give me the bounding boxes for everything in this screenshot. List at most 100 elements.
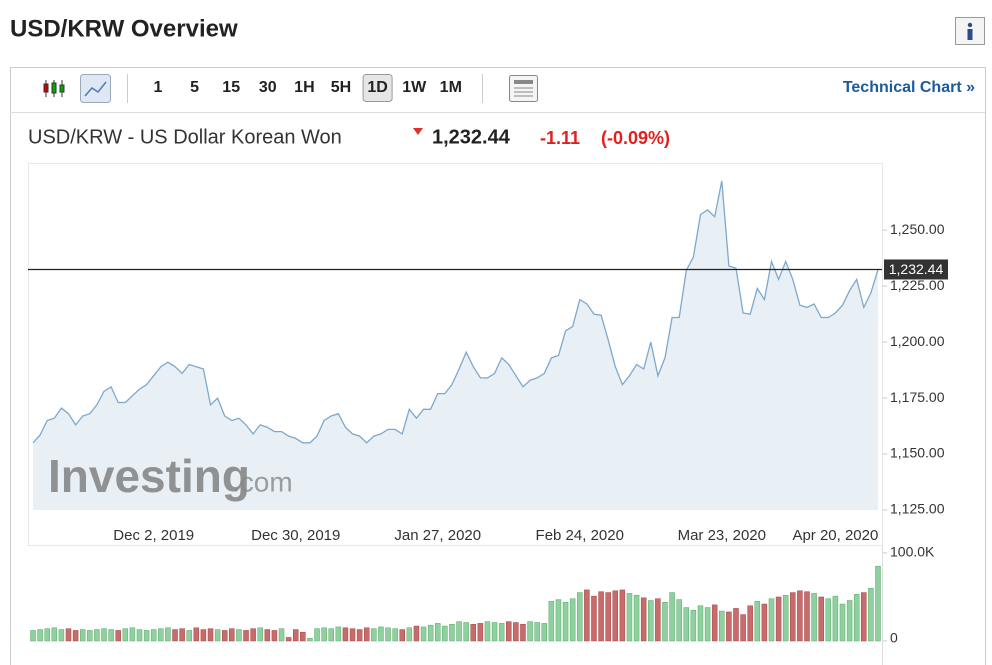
volume-bar xyxy=(463,622,469,642)
volume-bar xyxy=(761,603,768,642)
volume-bar xyxy=(427,624,434,642)
volume-bar xyxy=(307,638,313,642)
volume-bar xyxy=(200,629,207,642)
volume-bar xyxy=(356,629,363,642)
volume-bar xyxy=(562,601,569,642)
volume-bar xyxy=(662,601,668,642)
volume-bar xyxy=(711,604,718,642)
x-tick-label: Dec 30, 2019 xyxy=(251,527,340,544)
volume-bar xyxy=(797,590,803,642)
interval-button[interactable]: 1M xyxy=(440,79,462,96)
volume-bar xyxy=(207,628,214,642)
x-tick-label: Jan 27, 2020 xyxy=(394,527,481,544)
volume-bar xyxy=(719,610,725,642)
interval-button[interactable]: 5H xyxy=(331,79,351,96)
interval-button[interactable]: 1H xyxy=(294,79,314,96)
volume-bar xyxy=(868,587,874,642)
volume-bar xyxy=(214,629,221,642)
line-icon[interactable] xyxy=(80,74,111,103)
candle-icon[interactable] xyxy=(43,80,65,97)
volume-bar xyxy=(420,626,427,642)
volume-bar xyxy=(726,611,732,642)
watermark-suffix: .com xyxy=(232,466,293,497)
interval-button[interactable]: 15 xyxy=(222,79,240,96)
volume-bar xyxy=(413,625,420,642)
volume-bar xyxy=(584,589,590,642)
volume-bar xyxy=(264,629,271,642)
y-tick-label: 1,200.00 xyxy=(890,333,945,349)
volume-bar xyxy=(434,623,441,642)
volume-bar xyxy=(832,595,839,642)
interval-button[interactable]: 1W xyxy=(402,79,427,96)
volume-bar xyxy=(484,621,491,642)
interval-button[interactable]: 1D xyxy=(367,79,387,96)
volume-bar xyxy=(754,601,761,642)
quote-name: USD/KRW - US Dollar Korean Won xyxy=(28,126,342,148)
volume-bar xyxy=(811,593,817,642)
volume-bar xyxy=(300,631,306,642)
volume-bar xyxy=(477,623,484,642)
volume-bar xyxy=(676,599,682,642)
volume-bar xyxy=(250,628,256,642)
volume-bar xyxy=(44,628,50,642)
volume-bar xyxy=(619,589,626,642)
volume-bar xyxy=(136,629,143,642)
layout-icon[interactable] xyxy=(509,75,538,102)
volume-bar xyxy=(172,629,178,642)
volume-bar xyxy=(853,594,860,642)
info-button[interactable] xyxy=(955,17,985,45)
volume-bar xyxy=(285,637,292,642)
volume-bar xyxy=(271,630,278,642)
interval-button[interactable]: 1 xyxy=(154,79,163,96)
volume-bar xyxy=(541,623,548,642)
volume-bar xyxy=(449,624,455,642)
volume-bar xyxy=(513,622,519,642)
x-tick-label: Dec 2, 2019 xyxy=(113,527,194,544)
volume-bar xyxy=(51,627,58,642)
volume-bar xyxy=(498,623,505,642)
volume-bar xyxy=(768,598,775,642)
volume-bar xyxy=(193,627,200,642)
volume-bar xyxy=(371,628,377,642)
volume-bar xyxy=(378,626,384,642)
volume-bar xyxy=(655,598,661,642)
volume-bar xyxy=(548,601,555,642)
panel-border xyxy=(10,67,986,665)
volume-bar xyxy=(87,630,93,642)
volume-bar xyxy=(236,629,242,642)
interval-button[interactable]: 5 xyxy=(190,79,199,96)
volume-bar xyxy=(37,629,43,642)
volume-bar xyxy=(94,629,100,642)
volume-bar xyxy=(683,607,690,642)
volume-bar xyxy=(569,598,576,642)
x-tick-label: Apr 20, 2020 xyxy=(792,527,878,544)
quote-change-pct: (-0.09%) xyxy=(601,128,670,148)
volume-bar xyxy=(839,603,846,642)
interval-button[interactable]: 30 xyxy=(259,79,277,96)
quote-price: 1,232.44 xyxy=(432,126,511,148)
volume-bar xyxy=(257,627,263,642)
volume-bar xyxy=(122,628,129,642)
volume-bar xyxy=(392,628,398,642)
volume-bar xyxy=(158,628,164,642)
watermark: Investing .com xyxy=(48,450,293,502)
volume-bar xyxy=(165,627,171,642)
volume-bar xyxy=(363,627,370,642)
volume-bar xyxy=(790,592,796,642)
volume-bar xyxy=(690,609,697,642)
interval-buttons: 1 5 15 30 1H 5H 1D 1W 1M xyxy=(154,74,462,102)
volume-bar xyxy=(399,629,405,642)
volume-bar xyxy=(782,594,789,642)
volume-bar xyxy=(875,565,881,642)
volume-bar xyxy=(101,628,107,642)
volume-bar xyxy=(669,592,675,642)
area-fill xyxy=(33,180,878,510)
volume-bar xyxy=(605,592,611,642)
volume-bar xyxy=(506,621,512,642)
volume-bar xyxy=(150,629,157,642)
volume-bar xyxy=(804,591,810,642)
volume-bar xyxy=(314,628,320,642)
volume-bar xyxy=(342,627,349,642)
technical-chart-link[interactable]: Technical Chart » xyxy=(843,79,975,96)
